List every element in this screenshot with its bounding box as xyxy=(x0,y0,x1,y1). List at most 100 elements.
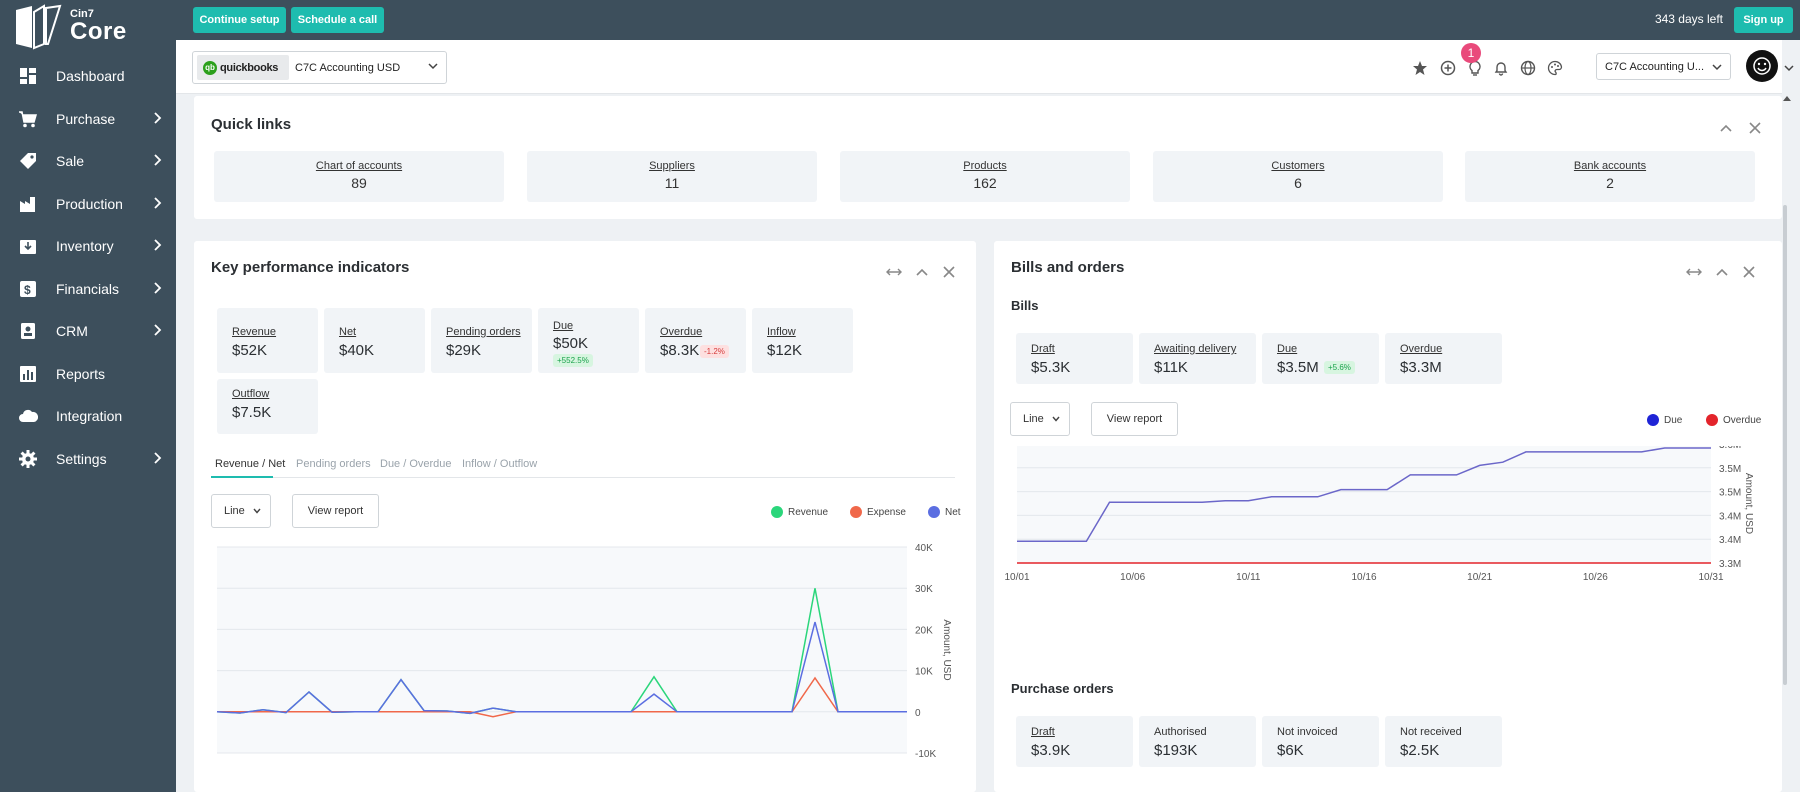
legend-due: Due xyxy=(1647,414,1682,426)
kpi-label: Draft xyxy=(1031,726,1055,738)
quick-link-bank-accounts[interactable]: Bank accounts 2 xyxy=(1465,151,1755,202)
collapse-chevron-icon[interactable] xyxy=(1716,268,1728,276)
view-report-button[interactable]: View report xyxy=(1091,402,1178,436)
user-avatar[interactable] xyxy=(1746,50,1778,82)
account-select-value: C7C Accounting U... xyxy=(1605,60,1705,73)
sidebar-item-financials[interactable]: $ Financials xyxy=(0,268,176,311)
bills-overdue[interactable]: Overdue $3.3M xyxy=(1385,333,1502,384)
scroll-up-arrow-icon[interactable] xyxy=(1783,95,1791,101)
collapse-chevron-icon[interactable] xyxy=(916,268,928,276)
bell-icon[interactable] xyxy=(1492,59,1510,77)
factory-icon xyxy=(18,194,38,214)
sidebar-item-dashboard[interactable]: Dashboard xyxy=(0,55,176,98)
kpi-outflow[interactable]: Outflow $7.5K xyxy=(217,379,318,434)
tab-pending-orders[interactable]: Pending orders xyxy=(296,458,371,470)
kpi-change-badge: -1.2% xyxy=(700,345,729,358)
po-not-invoiced[interactable]: Not invoiced $6K xyxy=(1262,716,1379,767)
tab-due-overdue[interactable]: Due / Overdue xyxy=(380,458,452,470)
po-not-received[interactable]: Not received $2.5K xyxy=(1385,716,1502,767)
account-select[interactable]: C7C Accounting U... xyxy=(1596,53,1731,80)
y-tick-label: 3.3M xyxy=(1719,559,1741,570)
quick-link-customers[interactable]: Customers 6 xyxy=(1153,151,1443,202)
svg-text:$: $ xyxy=(24,283,31,297)
brand-big: Core xyxy=(70,18,127,45)
collapse-chevron-icon[interactable] xyxy=(1720,124,1732,132)
quick-link-label: Bank accounts xyxy=(1573,160,1647,172)
close-icon[interactable] xyxy=(943,266,955,278)
smiley-icon xyxy=(1753,57,1771,75)
schedule-call-button[interactable]: Schedule a call xyxy=(291,7,384,33)
kpi-due[interactable]: Due $50K +552.5% xyxy=(538,308,639,373)
quick-link-count: 2 xyxy=(1606,175,1614,191)
page-scrollbar-thumb[interactable] xyxy=(1783,205,1787,685)
kpi-inflow[interactable]: Inflow $12K xyxy=(752,308,853,373)
close-icon[interactable] xyxy=(1743,266,1755,278)
po-draft[interactable]: Draft $3.9K xyxy=(1016,716,1133,767)
sidebar-item-settings[interactable]: Settings xyxy=(0,438,176,481)
x-tick-label: 10/06 xyxy=(1120,572,1145,581)
kpi-pending-orders[interactable]: Pending orders $29K xyxy=(431,308,532,373)
kpi-net[interactable]: Net $40K xyxy=(324,308,425,373)
kpi-value: $6K xyxy=(1277,742,1304,759)
kpi-label: Overdue xyxy=(660,326,703,338)
quick-link-chart-of-accounts[interactable]: Chart of accounts 89 xyxy=(214,151,504,202)
sidebar-item-label: Dashboard xyxy=(56,68,125,85)
bills-awaiting-delivery[interactable]: Awaiting delivery $11K xyxy=(1139,333,1256,384)
y-tick-label: 20K xyxy=(915,625,933,636)
expand-horizontal-icon[interactable] xyxy=(1686,267,1702,277)
sidebar-item-label: Financials xyxy=(56,280,120,297)
tab-inflow-outflow[interactable]: Inflow / Outflow xyxy=(462,458,538,470)
chevron-right-icon xyxy=(154,154,162,166)
tab-revenue-net[interactable]: Revenue / Net xyxy=(215,458,286,470)
chevron-down-icon xyxy=(1712,64,1722,71)
expand-horizontal-icon[interactable] xyxy=(886,267,902,277)
globe-icon[interactable] xyxy=(1519,59,1537,77)
sidebar-item-reports[interactable]: Reports xyxy=(0,353,176,396)
legend-overdue: Overdue xyxy=(1706,414,1761,426)
sidebar-item-purchase[interactable]: Purchase xyxy=(0,98,176,141)
close-icon[interactable] xyxy=(1749,122,1761,134)
cin7-logo[interactable]: Cin7 Core xyxy=(14,4,164,52)
sidebar-nav: Dashboard Purchase Sale Production Inven… xyxy=(0,55,176,480)
sidebar-item-crm[interactable]: CRM xyxy=(0,310,176,353)
sidebar-item-integration[interactable]: Integration xyxy=(0,395,176,438)
chart-type-select[interactable]: Line xyxy=(1010,402,1070,436)
quick-link-suppliers[interactable]: Suppliers 11 xyxy=(527,151,817,202)
kpi-value: $11K xyxy=(1154,359,1188,376)
chevron-down-icon xyxy=(253,508,261,514)
chart-type-select[interactable]: Line xyxy=(211,494,271,528)
sidebar-item-production[interactable]: Production xyxy=(0,183,176,226)
kpi-value: $3.5M xyxy=(1277,359,1319,376)
view-report-button[interactable]: View report xyxy=(292,494,379,528)
x-tick-label: 10/16 xyxy=(1351,572,1376,581)
palette-icon[interactable] xyxy=(1546,59,1564,77)
kpi-label: Outflow xyxy=(232,388,270,400)
sidebar-item-label: Inventory xyxy=(56,238,114,255)
top-bar: Continue setup Schedule a call 343 days … xyxy=(176,0,1800,40)
bills-orders-title: Bills and orders xyxy=(1011,259,1125,276)
series-line-due xyxy=(1017,447,1711,542)
sidebar-item-label: CRM xyxy=(56,323,88,340)
sidebar-item-inventory[interactable]: Inventory xyxy=(0,225,176,268)
add-circle-icon[interactable] xyxy=(1439,59,1457,77)
sidebar-item-label: Sale xyxy=(56,153,85,170)
lightbulb-icon[interactable] xyxy=(1466,59,1484,77)
po-authorised[interactable]: Authorised $193K xyxy=(1139,716,1256,767)
kpi-value: $2.5K xyxy=(1400,742,1440,759)
quick-link-products[interactable]: Products 162 xyxy=(840,151,1130,202)
sign-up-button[interactable]: Sign up xyxy=(1734,7,1793,33)
continue-setup-button[interactable]: Continue setup xyxy=(193,7,286,33)
quickbooks-icon: qb xyxy=(203,60,217,75)
sidebar-item-sale[interactable]: Sale xyxy=(0,140,176,183)
kpi-revenue[interactable]: Revenue $52K xyxy=(217,308,318,373)
tab-divider xyxy=(211,477,955,478)
bills-due[interactable]: Due $3.5M +5.6% xyxy=(1262,333,1379,384)
kpi-overdue[interactable]: Overdue $8.3K -1.2% xyxy=(645,308,746,373)
organization-select[interactable]: qb quickbooks C7C Accounting USD xyxy=(192,51,447,84)
avatar-menu-chevron-icon[interactable] xyxy=(1784,64,1794,72)
bills-orders-card: Bills and orders Bills Draft $5.3K Await… xyxy=(994,241,1782,792)
y-tick-label: 3.4M xyxy=(1719,511,1741,522)
bills-draft[interactable]: Draft $5.3K xyxy=(1016,333,1133,384)
star-icon[interactable] xyxy=(1411,59,1429,77)
quick-link-label: Suppliers xyxy=(649,160,695,172)
